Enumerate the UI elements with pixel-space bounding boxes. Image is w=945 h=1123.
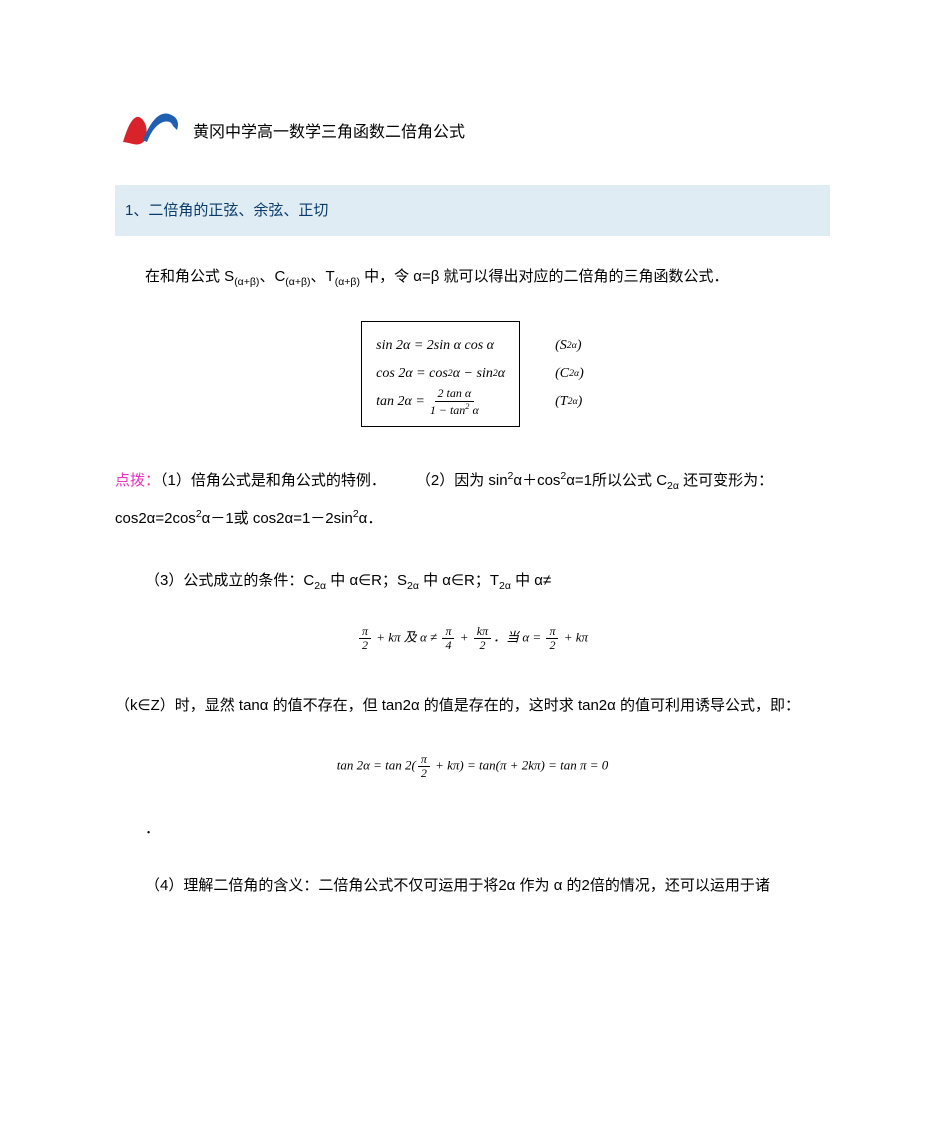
sub: 2α (407, 580, 419, 592)
dianbo-text: α． (359, 510, 383, 527)
math-text: tan 2α = tan 2( (337, 758, 416, 773)
formula-cos-c: α (498, 360, 505, 388)
intro-text: 在和角公式 S (145, 268, 234, 285)
cond-text: 中 α∈R；S (326, 572, 407, 589)
para-4: （4）理解二倍角的含义：二倍角公式不仅可运用于将2α 作为 α 的2倍的情况，还… (115, 870, 830, 902)
num: kπ (474, 625, 491, 639)
fraction: π2 (359, 625, 371, 652)
subscript: (α+β) (335, 276, 360, 288)
denominator: 1 − tan2 α (427, 402, 482, 417)
intro-paragraph: 在和角公式 S(α+β)、C(α+β)、T(α+β) 中，令 α=β 就可以得出… (115, 261, 830, 293)
formula-cos-a: cos 2α = cos (376, 360, 448, 388)
cond-text: （3）公式成立的条件：C (145, 572, 314, 589)
lbl: (C (555, 360, 569, 388)
math-text: + kπ 及 α ≠ (373, 630, 441, 645)
dianbo-text: α=1所以公式 C (566, 472, 667, 489)
subscript: (α+β) (285, 276, 310, 288)
cond-text: 中 α∈R；T (419, 572, 499, 589)
formula-cos-b: α − sin (453, 360, 493, 388)
label-tan: (T2α) (555, 388, 584, 416)
formula-row-cos: cos 2α = cos2 α − sin2 α (376, 360, 505, 388)
math-line-1: π2 + kπ 及 α ≠ π4 + kπ2．当 α = π2 + kπ (115, 625, 830, 652)
den: 2 (476, 639, 488, 652)
lbl-sub: 2α (567, 336, 577, 356)
intro-text: 、C (259, 268, 285, 285)
lbl: (S (555, 332, 567, 360)
school-logo (115, 100, 185, 150)
dianbo-text: （1）倍角公式是和角公式的特例． （2）因为 sin (160, 472, 508, 489)
formula-box: sin 2α = 2sin α cos α cos 2α = cos2 α − … (361, 321, 520, 427)
den: 2 (418, 767, 430, 780)
math-line-2: tan 2α = tan 2(π2 + kπ) = tan(π + 2kπ) =… (115, 753, 830, 780)
k-paragraph: （k∈Z）时，显然 tanα 的值不存在，但 tan2α 的值是存在的，这时求 … (115, 687, 830, 725)
fraction: kπ2 (474, 625, 491, 652)
formula-row-tan: tan 2α = 2 tan α 1 − tan2 α (376, 388, 505, 416)
k-text: （k∈Z）时，显然 tanα 的值不存在，但 tan2α 的值是存在的，这时求 … (115, 697, 800, 714)
label-cos: (C2α) (555, 360, 584, 388)
fraction: π2 (546, 625, 558, 652)
formula-block: sin 2α = 2sin α cos α cos 2α = cos2 α − … (115, 321, 830, 427)
formula-tan-lhs: tan 2α = (376, 388, 425, 416)
lbl-sub: 2α (568, 392, 578, 412)
num: π (546, 625, 558, 639)
den: 2 (546, 639, 558, 652)
formula-labels: (S2α) (C2α) (T2α) (555, 332, 584, 416)
intro-text: 中，令 α=β 就可以得出对应的二倍角的三角函数公式． (360, 268, 729, 285)
period-line: ． (115, 815, 830, 842)
page-title: 黄冈中学高一数学三角函数二倍角公式 (193, 119, 465, 150)
section-heading: 1、二倍角的正弦、余弦、正切 (115, 185, 830, 236)
numerator: 2 tan α (435, 387, 475, 401)
label-sin: (S2α) (555, 332, 584, 360)
sub: 2α (499, 580, 511, 592)
sub: 2α (314, 580, 326, 592)
lbl: ) (578, 388, 583, 416)
dianbo-label: 点拨： (115, 472, 160, 489)
sub: 2α (667, 480, 679, 492)
fraction: π4 (442, 625, 454, 652)
den-b: α (469, 403, 478, 417)
intro-text: 、T (311, 268, 335, 285)
formula-sin: sin 2α = 2sin α cos α (376, 332, 494, 360)
math-text: + kπ (560, 630, 588, 645)
den: 2 (359, 639, 371, 652)
den: 4 (442, 639, 454, 652)
dianbo-text: α－1或 cos2α=1－2sin (202, 510, 353, 527)
num: π (418, 753, 430, 767)
lbl-sub: 2α (569, 364, 579, 384)
lbl: (T (555, 388, 567, 416)
num: π (442, 625, 454, 639)
lbl: ) (579, 360, 584, 388)
math-text: ．当 α = (493, 630, 544, 645)
num: π (359, 625, 371, 639)
page-header: 黄冈中学高一数学三角函数二倍角公式 (115, 100, 830, 150)
math-text: + kπ) = tan(π + 2kπ) = tan π = 0 (432, 758, 608, 773)
formula-row-sin: sin 2α = 2sin α cos α (376, 332, 505, 360)
dianbo-text: α＋cos (513, 472, 560, 489)
lbl: ) (577, 332, 582, 360)
math-text: + (456, 630, 471, 645)
subscript: (α+β) (234, 276, 259, 288)
den-a: 1 − tan (430, 403, 465, 417)
dianbo-paragraph: 点拨：（1）倍角公式是和角公式的特例． （2）因为 sin2α＋cos2α=1所… (115, 462, 830, 537)
fraction: π2 (418, 753, 430, 780)
condition-paragraph: （3）公式成立的条件：C2α 中 α∈R；S2α 中 α∈R；T2α 中 α≠ (115, 565, 830, 597)
cond-text: 中 α≠ (511, 572, 551, 589)
fraction: 2 tan α 1 − tan2 α (427, 387, 482, 416)
